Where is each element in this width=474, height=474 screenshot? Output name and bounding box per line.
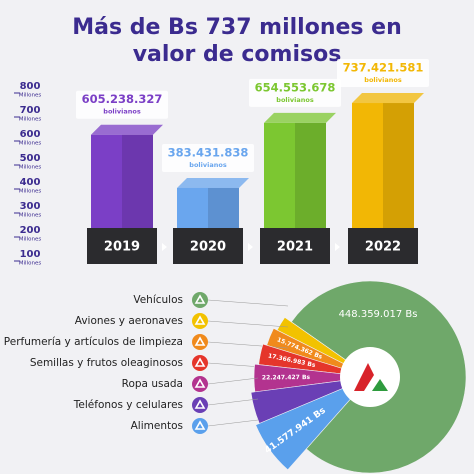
y-tick-label: 800 <box>20 81 41 92</box>
value-label: 605.238.327 <box>82 92 163 106</box>
x-tick-label: 2022 <box>365 240 401 255</box>
y-tick-unit: Millones <box>19 141 42 147</box>
value-label-bg <box>162 143 254 172</box>
legend-icon <box>192 376 208 392</box>
logo-green <box>372 379 388 391</box>
y-tick-unit: Millones <box>19 261 42 267</box>
y-tick-label: 700 <box>20 105 41 116</box>
year-plate <box>87 228 157 264</box>
year-plate <box>348 228 418 264</box>
legend-icon-mark <box>194 357 206 367</box>
legend-icon <box>192 334 208 350</box>
value-label: 22.247.427 Bs <box>262 374 311 381</box>
y-tick-label: 100 <box>20 249 41 260</box>
legend-icon-mark <box>194 294 206 304</box>
y-tick-unit: Millones <box>19 165 42 171</box>
pie-slice <box>255 376 371 471</box>
leader-line <box>207 377 259 385</box>
leader-line <box>207 341 289 349</box>
legend-label: Perfumería y artículos de limpieza <box>4 336 183 348</box>
y-tick-label: 500 <box>20 153 41 164</box>
y-tick-unit: Millones <box>19 117 42 123</box>
chevron <box>335 243 340 251</box>
legend-label: Ropa usada <box>122 378 183 390</box>
x-tick-label: 2021 <box>277 240 313 255</box>
legend-icon <box>192 418 208 434</box>
value-label: 448.359.017 Bs <box>339 309 418 320</box>
legend-label: Semillas y frutos oleaginosos <box>30 357 183 369</box>
leader-line <box>207 320 289 328</box>
y-tick-label: 200 <box>20 225 41 236</box>
x-tick-label: 2020 <box>190 240 226 255</box>
legend-icon-mark <box>194 420 206 430</box>
value-label-bg <box>76 90 168 119</box>
y-tick-unit: Millones <box>19 93 42 99</box>
value-label: 383.431.838 <box>168 145 249 159</box>
leader-line <box>207 419 259 427</box>
bar-top <box>91 124 163 135</box>
logo <box>354 363 374 391</box>
legend-label: Teléfonos y celulares <box>73 399 183 411</box>
chevron <box>162 243 167 251</box>
bar-top <box>264 112 336 123</box>
legend-icon <box>192 397 208 413</box>
y-tick-unit: Millones <box>19 237 42 243</box>
bar-shade <box>383 103 414 240</box>
legend-icon-mark <box>194 399 206 409</box>
year-plate <box>260 228 330 264</box>
y-tick-label: 600 <box>20 129 41 140</box>
y-tick-unit: Millones <box>19 189 42 195</box>
legend-icon-mark <box>194 315 206 325</box>
value-label: 654.553.678 <box>255 80 336 94</box>
bar <box>264 122 326 240</box>
value-label: 737.421.581 <box>343 61 424 75</box>
legend-label: Alimentos <box>131 420 183 432</box>
bar <box>352 103 414 240</box>
bar-shade <box>295 122 326 240</box>
bar-shade <box>122 134 153 240</box>
y-tick-unit: Millones <box>19 213 42 219</box>
bar <box>91 134 153 240</box>
chart-title: Más de Bs 737 millones en valor de comis… <box>72 15 402 67</box>
year-plate <box>173 228 243 264</box>
legend-icon-mark <box>194 336 206 346</box>
legend-icon <box>192 313 208 329</box>
y-tick-label: 400 <box>20 177 41 188</box>
y-tick-label: 300 <box>20 201 41 212</box>
chevron <box>248 243 253 251</box>
value-unit: bolivianos <box>276 96 314 104</box>
leader-line <box>207 299 289 307</box>
value-unit: bolivianos <box>103 108 141 116</box>
legend-icon-mark <box>194 378 206 388</box>
legend-label: Aviones y aeronaves <box>75 315 183 327</box>
legend-label: Vehículos <box>133 294 183 306</box>
legend-icon <box>192 292 208 308</box>
bar-top <box>352 93 424 104</box>
value-label-bg <box>249 78 341 107</box>
bar-top <box>177 177 249 188</box>
value-label-bg <box>337 59 429 88</box>
value-unit: bolivianos <box>189 161 227 169</box>
legend-icon <box>192 355 208 371</box>
value-unit: bolivianos <box>364 76 402 84</box>
x-tick-label: 2019 <box>104 240 140 255</box>
leader-line <box>207 398 259 406</box>
